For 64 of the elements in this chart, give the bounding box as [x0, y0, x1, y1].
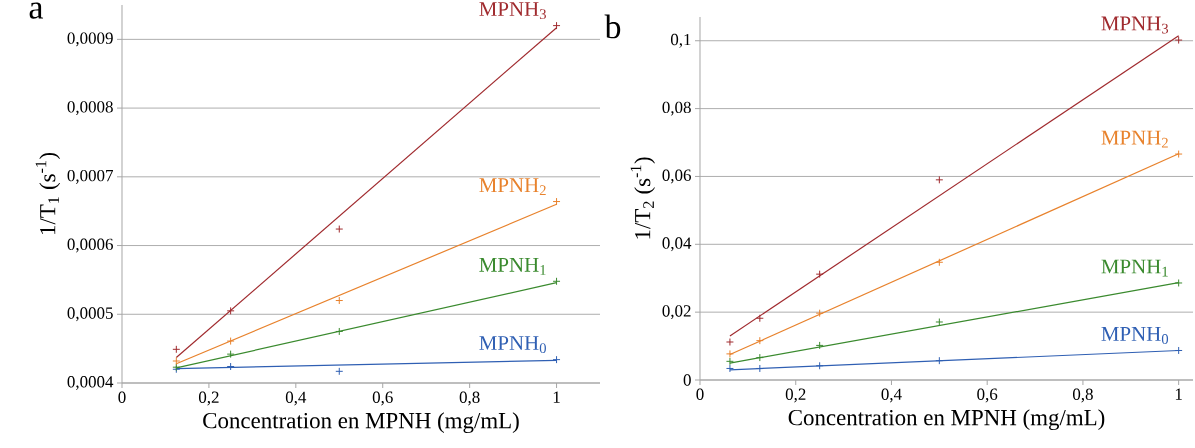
y-tick-label: 0,0004: [67, 376, 114, 390]
x-tick-label: 0,6: [977, 388, 998, 403]
x-tick-label: 1: [1175, 388, 1182, 400]
y-axis-title: 1/T$_{2}$ (s$^{-1}$): [630, 157, 656, 239]
y-tick-label: 0,04: [662, 237, 692, 252]
y-tick-label: 0: [683, 374, 691, 386]
series-label: MPNH$_{2}$: [1101, 130, 1168, 148]
x-tick-label: 0,4: [285, 391, 307, 406]
y-tick-label: 0,0005: [67, 307, 113, 322]
series-label: MPNH$_{0}$: [479, 336, 546, 354]
series-label: MPNH$_{3}$: [479, 2, 546, 20]
x-axis-title: Concentration en MPNH (mg/mL): [788, 409, 1105, 431]
point: [815, 270, 824, 279]
point: [935, 258, 944, 267]
series-label: MPNH$_{3}$: [1101, 16, 1169, 34]
point: [335, 327, 344, 336]
point: [755, 364, 764, 373]
point: [226, 362, 235, 371]
series-label: MPNH$_{1}$: [1101, 259, 1168, 277]
y-axis-title: 1/T$_{1}$ (s$^{-1}$): [35, 152, 61, 235]
y-tick-label: 0,0009: [67, 32, 113, 47]
x-tick-label: 1: [553, 391, 560, 403]
x-tick-label: 0: [696, 388, 704, 400]
point: [935, 356, 944, 365]
x-tick-label: 0,8: [459, 391, 480, 406]
y-tick-label: 0,06: [662, 169, 691, 184]
series-label: MPNH$_{2}$: [479, 178, 546, 196]
point: [172, 345, 181, 354]
y-tick-label: 0,0007: [67, 169, 113, 184]
chart-title: b: [604, 14, 621, 39]
point: [226, 350, 235, 359]
point: [1174, 278, 1183, 287]
point: [1174, 346, 1183, 355]
point: [935, 175, 944, 184]
x-tick-label: 0: [118, 391, 126, 403]
y-tick-label: 0,08: [662, 101, 691, 116]
x-axis-title: Concentration en MPNH (mg/mL): [203, 412, 519, 434]
point: [725, 338, 734, 346]
y-tick-label: 0,0006: [67, 238, 113, 253]
point: [226, 337, 235, 346]
point: [815, 309, 824, 318]
x-tick-label: 0,8: [1072, 388, 1093, 403]
x-tick-label: 0,6: [372, 391, 393, 406]
point: [755, 314, 764, 323]
x-tick-label: 0,2: [785, 388, 806, 403]
point: [755, 353, 764, 362]
chart-title: a: [29, 2, 44, 19]
y-tick-label: 0,1: [670, 33, 691, 48]
series-label: MPNH$_{0}$: [1101, 327, 1169, 344]
point: [335, 296, 344, 305]
point: [226, 306, 235, 315]
series-label: MPNH$_{1}$: [479, 257, 546, 275]
y-tick-label: 0,02: [662, 305, 691, 320]
point: [335, 367, 344, 376]
point: [335, 225, 344, 234]
y-tick-label: 0,0008: [67, 101, 113, 116]
x-tick-label: 0,2: [198, 391, 219, 406]
point: [755, 336, 764, 345]
point: [1174, 150, 1183, 159]
point: [815, 341, 824, 350]
x-tick-label: 0,4: [881, 388, 902, 403]
point: [815, 361, 824, 370]
point: [935, 318, 944, 326]
point: [1174, 36, 1183, 45]
